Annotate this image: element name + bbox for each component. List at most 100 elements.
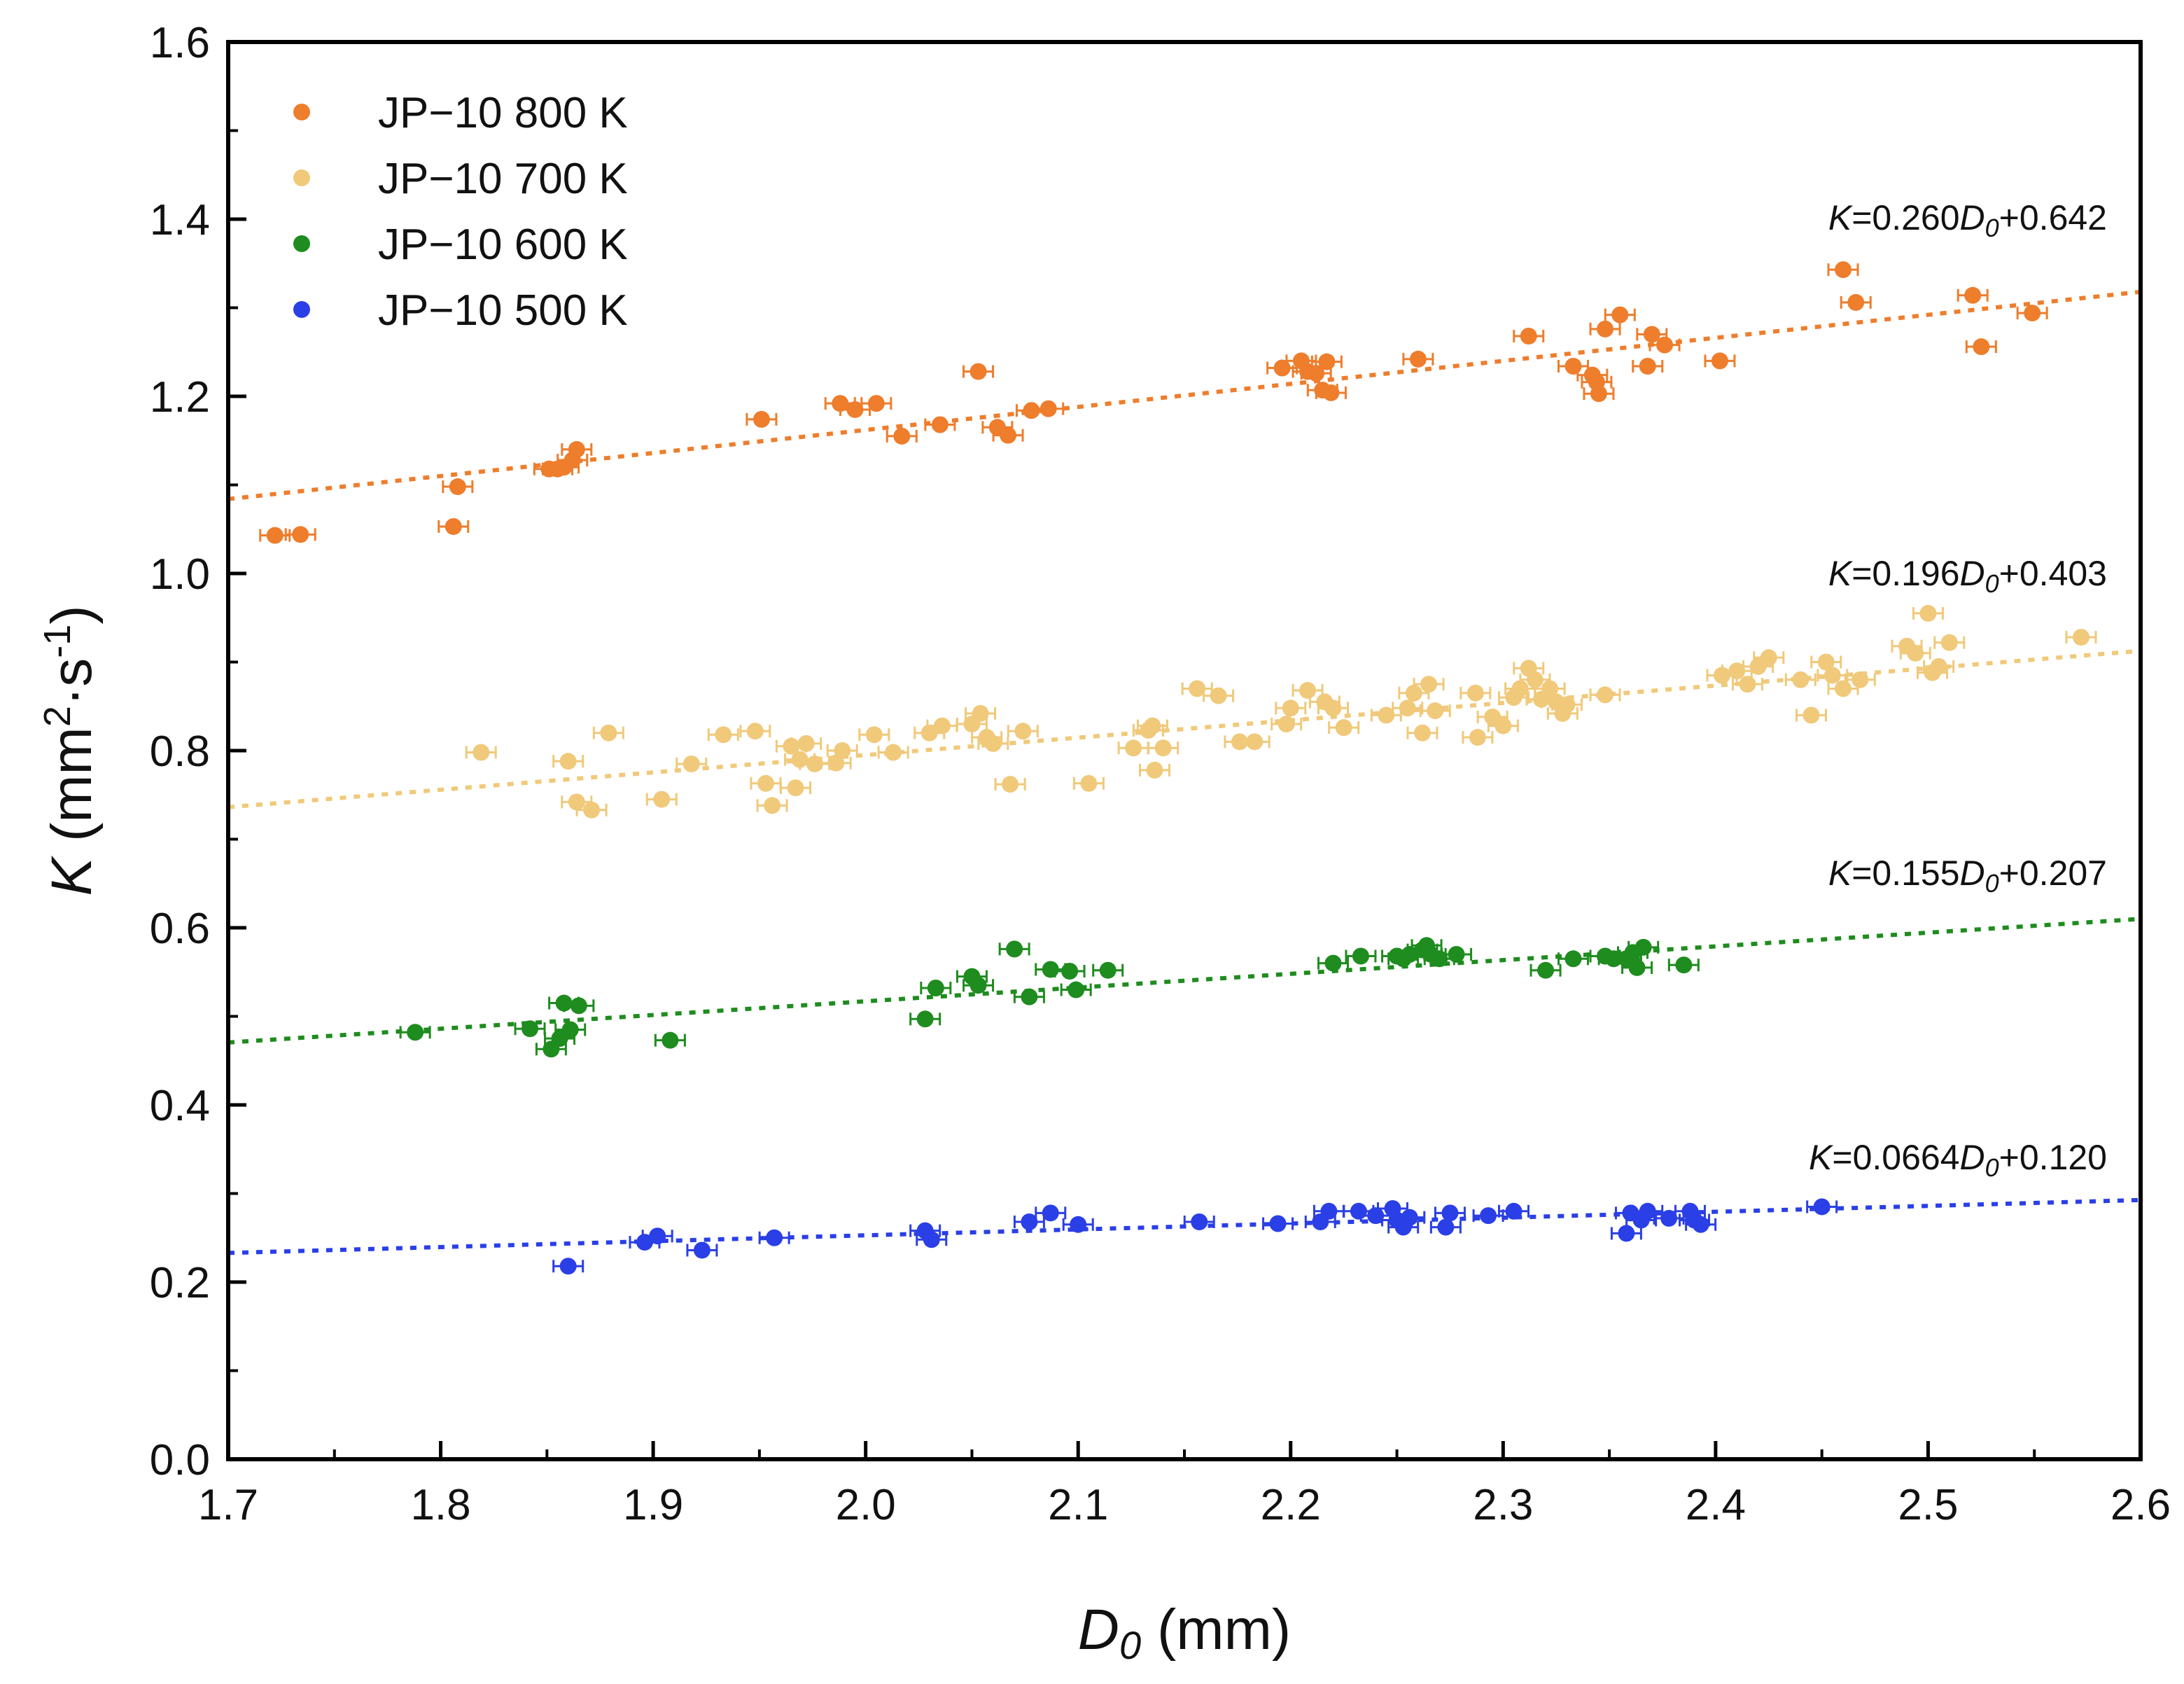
data-point — [846, 401, 864, 418]
data-point — [927, 980, 944, 997]
data-point — [923, 1231, 940, 1248]
legend: JP−10 800 K JP−10 700 K JP−10 600 K JP−10 5… — [293, 89, 628, 335]
data-point — [1023, 402, 1040, 419]
fit-equation-part: D — [1960, 554, 1985, 593]
x-tick-label: 2.3 — [1473, 1481, 1533, 1529]
data-point — [1324, 954, 1342, 972]
data-point — [1964, 286, 1982, 304]
data-point — [1466, 684, 1484, 702]
data-point — [806, 755, 823, 772]
fit-equation: K=0.196D0+0.403 — [1828, 554, 2107, 598]
data-point — [1907, 644, 1924, 662]
data-point — [662, 1031, 679, 1049]
data-point — [1597, 686, 1614, 704]
y-axis-title-sup2: -1 — [36, 625, 78, 658]
data-point — [766, 1229, 783, 1246]
data-point — [1125, 739, 1142, 757]
data-point — [1437, 1218, 1455, 1236]
data-point — [522, 1020, 539, 1038]
data-point — [1269, 1215, 1287, 1232]
data-point — [916, 1010, 934, 1028]
data-point — [752, 410, 770, 428]
legend-label: JP−10 700 K — [378, 155, 628, 203]
fit-equation-part: K — [1809, 1138, 1834, 1177]
data-point — [1656, 336, 1674, 354]
data-point — [472, 744, 490, 761]
data-point — [920, 724, 938, 742]
data-point — [1210, 687, 1227, 704]
fit-equation: K=0.155D0+0.207 — [1828, 854, 2107, 898]
data-point — [1014, 723, 1032, 740]
data-point — [1835, 680, 1852, 697]
data-point — [1973, 338, 1990, 356]
data-point — [1146, 761, 1163, 779]
data-point — [1000, 426, 1017, 444]
data-point — [1273, 359, 1291, 377]
data-point — [682, 755, 700, 772]
data-point — [1739, 676, 1756, 693]
data-point — [1505, 1202, 1522, 1220]
fit-equation: K=0.0664D0+0.120 — [1809, 1138, 2107, 1182]
data-point — [1558, 696, 1576, 714]
y-tick-label: 1.4 — [150, 196, 210, 244]
data-point — [1675, 956, 1693, 974]
data-point — [715, 726, 732, 744]
data-point — [1413, 724, 1431, 742]
x-axis-ticks: 1.7 1.8 1.9 2.0 2.1 2.2 2.3 2.4 2.5 2.6 — [198, 1441, 2171, 1529]
data-point — [570, 997, 587, 1015]
data-point — [1189, 680, 1206, 697]
data-point — [1817, 653, 1835, 671]
data-point — [407, 1024, 424, 1041]
x-axis-title-unit: (mm) — [1141, 1598, 1291, 1662]
x-axis-title-subscript: 0 — [1119, 1623, 1141, 1667]
data-point — [984, 735, 1002, 752]
fit-equation-part: +0.403 — [1999, 554, 2107, 593]
x-tick-label: 2.1 — [1048, 1481, 1108, 1529]
data-point — [1760, 649, 1777, 667]
fit-equation-part: 0 — [1985, 569, 1999, 598]
y-axis-title: K (mm2·s-1) — [36, 605, 104, 896]
data-point — [559, 753, 577, 770]
data-point — [1282, 700, 1299, 717]
data-point — [1144, 717, 1161, 735]
fit-equation-part: 0 — [1985, 1153, 1999, 1182]
data-point — [1367, 1207, 1385, 1225]
y-axis-title-unit-pre: (mm — [40, 727, 104, 858]
data-point — [1040, 400, 1057, 417]
y-tick-label: 1.6 — [150, 19, 210, 67]
legend-marker — [293, 235, 310, 252]
x-tick-label: 1.8 — [410, 1481, 470, 1529]
data-point — [1537, 961, 1555, 979]
y-tick-label: 0.2 — [150, 1259, 210, 1307]
fit-line — [227, 648, 2141, 809]
x-tick-label: 1.9 — [623, 1481, 683, 1529]
data-point — [746, 723, 764, 740]
data-point — [1352, 947, 1369, 965]
data-point — [1431, 950, 1448, 968]
series-markers — [259, 261, 2048, 544]
fit-equation-part: D — [1960, 1138, 1985, 1177]
data-point — [1021, 1213, 1038, 1230]
fit-equation-part: +0.642 — [1999, 198, 2107, 237]
data-point — [797, 735, 815, 752]
data-point — [834, 742, 851, 759]
data-point — [1643, 326, 1660, 343]
x-axis-title-main: D — [1078, 1598, 1119, 1662]
x-axis-title: D0 (mm) — [1078, 1598, 1291, 1667]
x-tick-label: 2.4 — [1686, 1481, 1746, 1529]
data-point — [1401, 1209, 1418, 1226]
legend-label: JP−10 800 K — [378, 89, 628, 137]
data-point — [1191, 1213, 1208, 1230]
data-point — [568, 793, 585, 811]
data-point — [1639, 1202, 1656, 1220]
data-point — [1480, 1207, 1497, 1225]
data-point — [931, 416, 948, 433]
data-point — [1318, 353, 1336, 370]
series-markers — [399, 937, 1700, 1058]
data-point — [885, 744, 902, 761]
series-markers — [552, 1198, 1838, 1275]
data-point — [600, 724, 617, 742]
data-point — [1590, 385, 1607, 403]
data-point — [757, 774, 774, 792]
